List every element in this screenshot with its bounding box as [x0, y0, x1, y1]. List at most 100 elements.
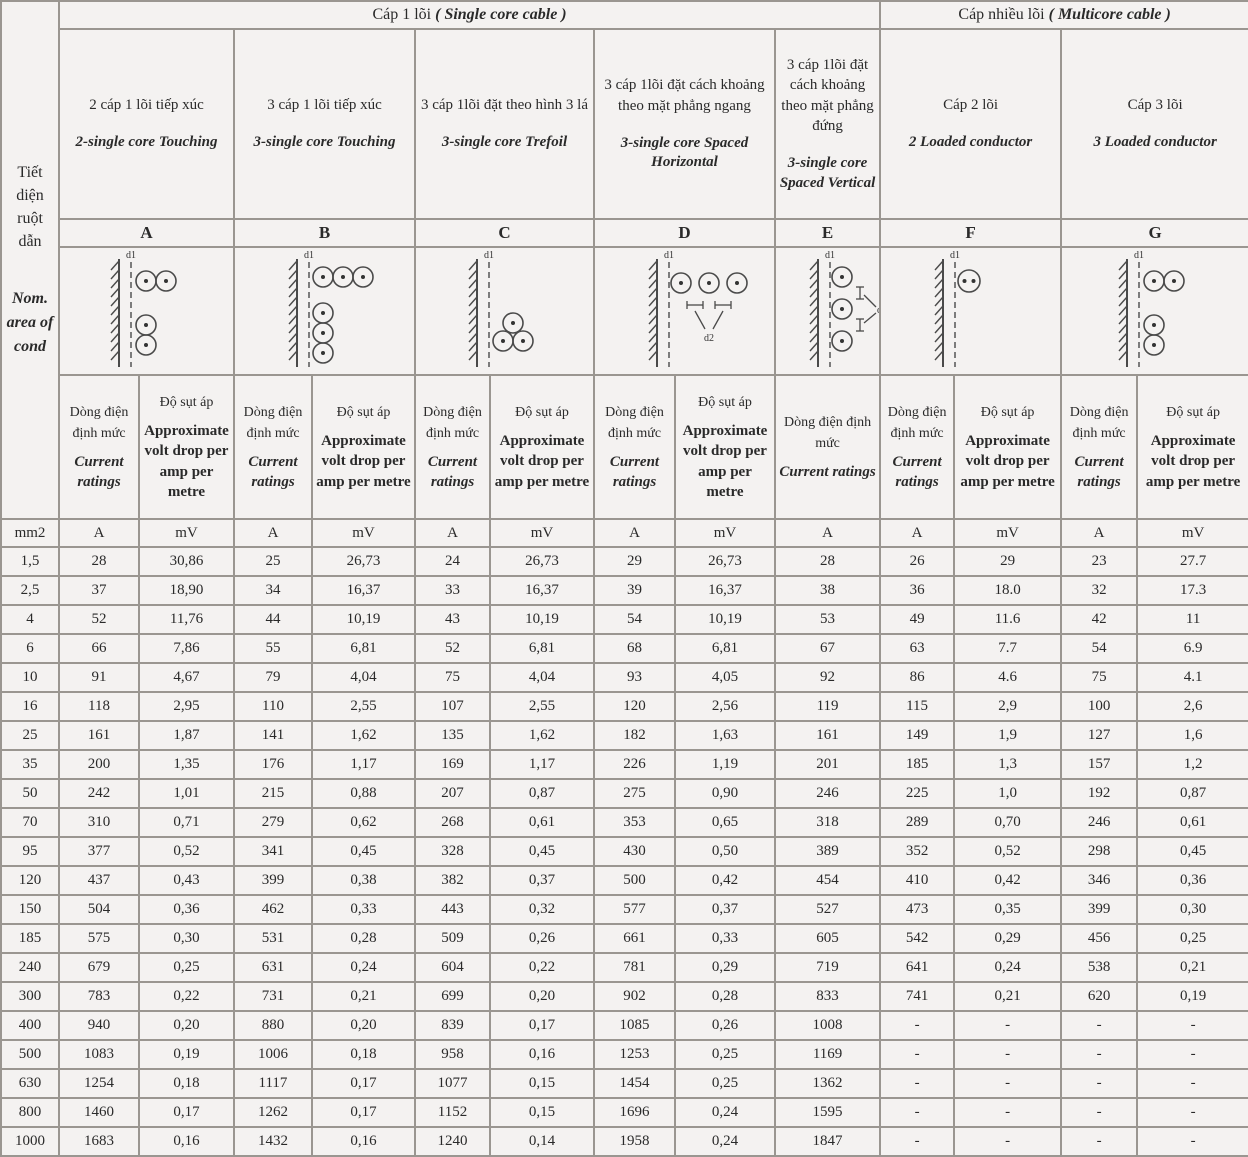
table-row: 16 118 2,95 110 2,55 107 2,55 120 2,56 119 115 2,9 1…	[0, 691, 1248, 722]
section-title-vi: Cáp nhiều lõi	[958, 6, 1045, 23]
value-cell: 0,16	[311, 1126, 416, 1157]
subheader-volt-vi: Độ sụt áp	[980, 405, 1035, 421]
value-cell: 1,01	[138, 778, 235, 809]
value-cell: 16,37	[674, 575, 776, 606]
value-cell: -	[1060, 1010, 1139, 1041]
value-cell: 23	[1060, 546, 1139, 577]
value-cell: 66	[58, 633, 140, 664]
value-cell: 110	[233, 691, 313, 722]
value-cell: 1006	[233, 1039, 313, 1070]
column-subheader-row: Dòng điện định mức Current ratings Độ sụt …	[1, 374, 1248, 520]
value-cell: 26	[879, 546, 956, 577]
value-cell: 410	[879, 865, 956, 896]
value-cell: 0,28	[311, 923, 416, 954]
col-subheader-current: Dòng điện định mức Current ratings	[58, 374, 140, 520]
table-row: 240 679 0,25 631 0,24 604 0,22 781 0,29 719 641 0,2…	[0, 952, 1248, 983]
subheader-current-vi: Dòng điện định mức	[243, 404, 303, 441]
value-cell: 192	[1060, 778, 1139, 809]
svg-text:d2: d2	[704, 333, 714, 344]
unit-volt: mV	[953, 518, 1063, 548]
value-cell: 353	[593, 807, 676, 838]
value-cell: 119	[773, 691, 882, 722]
corner-label-en: Nom. area of cond	[6, 290, 54, 356]
value-cell: 1,17	[311, 749, 416, 780]
value-cell: 0,17	[311, 1097, 416, 1128]
value-cell: 28	[773, 546, 882, 577]
size-cell: 300	[0, 981, 60, 1012]
value-cell: 33	[414, 575, 491, 606]
svg-text:d1: d1	[1134, 250, 1144, 261]
value-cell: 1,62	[311, 720, 416, 751]
col-subheader-volt: Độ sụt áp Approximate volt drop per amp p…	[311, 374, 416, 520]
value-cell: 141	[233, 720, 313, 751]
value-cell: 1,0	[953, 778, 1063, 809]
value-cell: 0,87	[489, 778, 595, 809]
value-cell: 399	[1060, 894, 1139, 925]
value-cell: 100	[1060, 691, 1139, 722]
svg-text:d1: d1	[950, 250, 960, 261]
value-cell: 18.0	[953, 575, 1063, 606]
col-subheader-current: Dòng điện định mức Current ratings	[233, 374, 313, 520]
value-cell: 24	[414, 546, 491, 577]
value-cell: 641	[879, 952, 956, 983]
value-cell: 63	[879, 633, 956, 664]
value-cell: 225	[879, 778, 956, 809]
subheader-volt-en: Approximate volt drop per amp per metre	[1145, 433, 1241, 490]
subheader-volt-en: Approximate volt drop per amp per metre	[144, 423, 229, 500]
value-cell: 1240	[414, 1126, 491, 1157]
size-cell: 2,5	[0, 575, 60, 606]
value-cell: 0,45	[489, 836, 595, 867]
value-cell: 2,9	[953, 691, 1063, 722]
value-cell: 699	[414, 981, 491, 1012]
value-cell: 4.6	[953, 662, 1063, 693]
2-core-cable-icon: d1	[934, 250, 981, 367]
value-cell: 0,25	[138, 952, 235, 983]
value-cell: 1460	[58, 1097, 140, 1128]
col-subheader-current: Dòng điện định mức Current ratings	[879, 374, 956, 520]
value-cell: 26,73	[489, 546, 595, 577]
value-cell: 0,36	[1136, 865, 1248, 896]
table-row: 500 1083 0,19 1006 0,18 958 0,16 1253 0,25 1169- -…	[0, 1039, 1248, 1070]
value-cell: 1083	[58, 1039, 140, 1070]
value-cell: 318	[773, 807, 882, 838]
value-cell: 10,19	[674, 604, 776, 635]
value-cell: 0,45	[311, 836, 416, 867]
size-cell: 1,5	[0, 546, 60, 577]
subheader-current-vi: Dòng điện định mức	[423, 404, 482, 441]
group-diagram-row: d1 d1 d1 d1 d2 d1 d2 d1 d1	[1, 246, 1248, 376]
subheader-current-en: Current ratings	[779, 463, 876, 480]
value-cell: 75	[1060, 662, 1139, 693]
value-cell: 0,18	[311, 1039, 416, 1070]
value-cell: 0,42	[953, 865, 1063, 896]
value-cell: 1,63	[674, 720, 776, 751]
table-row: 70 310 0,71 279 0,62 268 0,61 353 0,65 318 289 0,70…	[0, 807, 1248, 838]
value-cell: 1362	[773, 1068, 882, 1099]
value-cell: 6,81	[311, 633, 416, 664]
table-header: Tiết diện ruột dẫn Nom. area of cond Cáp 1…	[0, 0, 1248, 548]
value-cell: 1454	[593, 1068, 676, 1099]
value-cell: 1,6	[1136, 720, 1248, 751]
group-desc-vi: 3 cáp 1lõi đặt cách khoảng theo mặt phẳn…	[781, 57, 874, 134]
value-cell: 0,33	[674, 923, 776, 954]
value-cell: 91	[58, 662, 140, 693]
group-desc-cell: Cáp 3 lõi 3 Loaded conductor	[1060, 28, 1248, 220]
group-desc-en: 3-single core Spaced Vertical	[779, 155, 876, 191]
col-subheader-volt: Độ sụt áp Approximate volt drop per amp p…	[674, 374, 776, 520]
group-diagram-cell: d1	[414, 246, 595, 376]
svg-text:d1: d1	[484, 250, 494, 261]
value-cell: 0,24	[674, 1097, 776, 1128]
table-row: 300 783 0,22 731 0,21 699 0,20 902 0,28 833 741 0,2…	[0, 981, 1248, 1012]
value-cell: 169	[414, 749, 491, 780]
group-letter: B	[233, 218, 416, 248]
value-cell: 55	[233, 633, 313, 664]
spaced-horizontal-icon: d1 d2	[647, 250, 748, 367]
unit-volt: mV	[138, 518, 235, 548]
value-cell: 352	[879, 836, 956, 867]
group-desc-en: 2 Loaded conductor	[908, 134, 1033, 151]
value-cell: 182	[593, 720, 676, 751]
value-cell: 226	[593, 749, 676, 780]
unit-current: A	[414, 518, 491, 548]
subheader-current-en: Current ratings	[892, 453, 942, 490]
